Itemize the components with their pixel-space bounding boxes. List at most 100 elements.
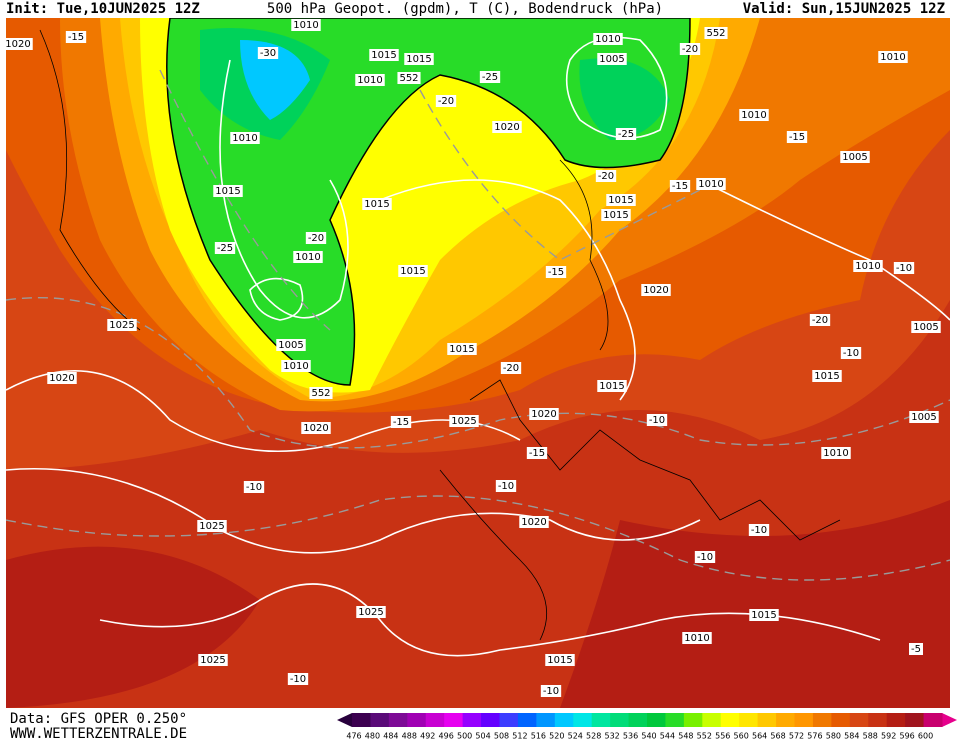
colorbar-label: 492 bbox=[420, 732, 435, 741]
init-time: Init: Tue,10JUN2025 12Z bbox=[6, 1, 200, 17]
map-label: 552 bbox=[399, 73, 418, 84]
map-label: 1010 bbox=[880, 52, 905, 63]
map-label: 1010 bbox=[283, 361, 308, 372]
colorbar-swatch bbox=[720, 713, 740, 727]
map-label: 1025 bbox=[199, 521, 224, 532]
colorbar-swatch bbox=[849, 713, 869, 727]
label-box bbox=[597, 53, 627, 65]
map-label: 1010 bbox=[595, 34, 620, 45]
label-box bbox=[739, 109, 769, 121]
colorbar-swatch bbox=[868, 713, 888, 727]
label-box bbox=[812, 370, 842, 382]
colorbar-arrow bbox=[942, 713, 957, 727]
map-label: -20 bbox=[598, 171, 614, 182]
map-label: 1005 bbox=[278, 340, 303, 351]
map-label: 1020 bbox=[521, 517, 546, 528]
map-label: 1010 bbox=[357, 75, 382, 86]
map-label: -10 bbox=[498, 481, 514, 492]
map-label: -5 bbox=[911, 644, 921, 655]
colorbar-label: 520 bbox=[549, 732, 564, 741]
colorbar-swatch bbox=[665, 713, 685, 727]
website: WWW.WETTERZENTRALE.DE bbox=[10, 726, 187, 741]
map-label: 552 bbox=[311, 388, 330, 399]
colorbar-label: 552 bbox=[697, 732, 712, 741]
isobar bbox=[699, 179, 950, 321]
map-label: -15 bbox=[68, 32, 84, 43]
colorbar-swatch bbox=[923, 713, 943, 727]
label-box bbox=[479, 71, 501, 83]
colorbar-swatch bbox=[388, 713, 408, 727]
map-label: -10 bbox=[843, 348, 859, 359]
label-box bbox=[287, 673, 309, 685]
map-label: -10 bbox=[246, 482, 262, 493]
map-label: 1015 bbox=[406, 54, 431, 65]
map-label: 1015 bbox=[608, 195, 633, 206]
map-label: -20 bbox=[503, 363, 519, 374]
isotherm bbox=[6, 495, 950, 581]
map-label: -10 bbox=[751, 525, 767, 536]
colorbar-swatch bbox=[444, 713, 464, 727]
map-label: -15 bbox=[548, 267, 564, 278]
map-label: 1015 bbox=[599, 381, 624, 392]
colorbar-label: 496 bbox=[439, 732, 454, 741]
label-box bbox=[682, 632, 712, 644]
colorbar-label: 568 bbox=[770, 732, 785, 741]
colorbar-label: 480 bbox=[365, 732, 380, 741]
colorbar-swatch bbox=[905, 713, 925, 727]
map-label: -10 bbox=[697, 552, 713, 563]
colorbar-label: 476 bbox=[346, 732, 361, 741]
label-box bbox=[809, 314, 831, 326]
map-label: 1010 bbox=[295, 252, 320, 263]
map-label: 1005 bbox=[842, 152, 867, 163]
colorbar-label: 580 bbox=[826, 732, 841, 741]
colorbar-label: 504 bbox=[475, 732, 490, 741]
label-box bbox=[545, 266, 567, 278]
label-box bbox=[500, 362, 522, 374]
label-box bbox=[390, 416, 412, 428]
label-box bbox=[449, 415, 479, 427]
label-box bbox=[911, 321, 941, 333]
map-title: 500 hPa Geopot. (gpdm), T (C), Bodendruc… bbox=[267, 1, 663, 17]
colorbar-label: 596 bbox=[899, 732, 914, 741]
map: 1020 -15 1010 -30 1015 1015 1010 552 -25 -20 1010 1… bbox=[6, 18, 950, 708]
label-box bbox=[301, 422, 331, 434]
label-box bbox=[597, 380, 627, 392]
label-box bbox=[540, 685, 562, 697]
label-box bbox=[6, 38, 33, 50]
colorbar-label: 536 bbox=[623, 732, 638, 741]
colorbar-swatch bbox=[425, 713, 445, 727]
map-label: 1020 bbox=[643, 285, 668, 296]
map-label: -10 bbox=[543, 686, 559, 697]
colorbar-swatch bbox=[794, 713, 814, 727]
label-box bbox=[214, 242, 236, 254]
colorbar-swatch bbox=[591, 713, 611, 727]
valid-time: Valid: Sun,15JUN2025 12Z bbox=[743, 1, 945, 17]
label-box bbox=[893, 262, 915, 274]
map-label: -30 bbox=[260, 48, 276, 59]
label-box bbox=[107, 319, 137, 331]
label-box bbox=[748, 524, 770, 536]
label-box bbox=[291, 19, 321, 31]
label-box bbox=[704, 27, 728, 39]
colorbar-swatch bbox=[683, 713, 703, 727]
label-box bbox=[197, 520, 227, 532]
map-label: 1005 bbox=[913, 322, 938, 333]
colorbar-swatch bbox=[517, 713, 537, 727]
colorbar: 476 480 484 488 492 496 500 504 508 512 516 520 524 5… bbox=[337, 713, 957, 741]
map-label: 1025 bbox=[200, 655, 225, 666]
map-label: -15 bbox=[789, 132, 805, 143]
colorbar-label: 556 bbox=[715, 732, 730, 741]
data-source: Data: GFS OPER 0.250° bbox=[10, 711, 187, 727]
colorbar-swatch bbox=[499, 713, 519, 727]
map-label: -10 bbox=[290, 674, 306, 685]
label-box bbox=[606, 194, 636, 206]
colorbar-swatch bbox=[407, 713, 427, 727]
label-box bbox=[669, 180, 691, 192]
label-box bbox=[435, 95, 457, 107]
label-box bbox=[696, 178, 726, 190]
colorbar-label: 516 bbox=[531, 732, 546, 741]
colorbar-label: 576 bbox=[807, 732, 822, 741]
colorbar-swatch bbox=[628, 713, 648, 727]
colorbar-swatch bbox=[776, 713, 795, 727]
